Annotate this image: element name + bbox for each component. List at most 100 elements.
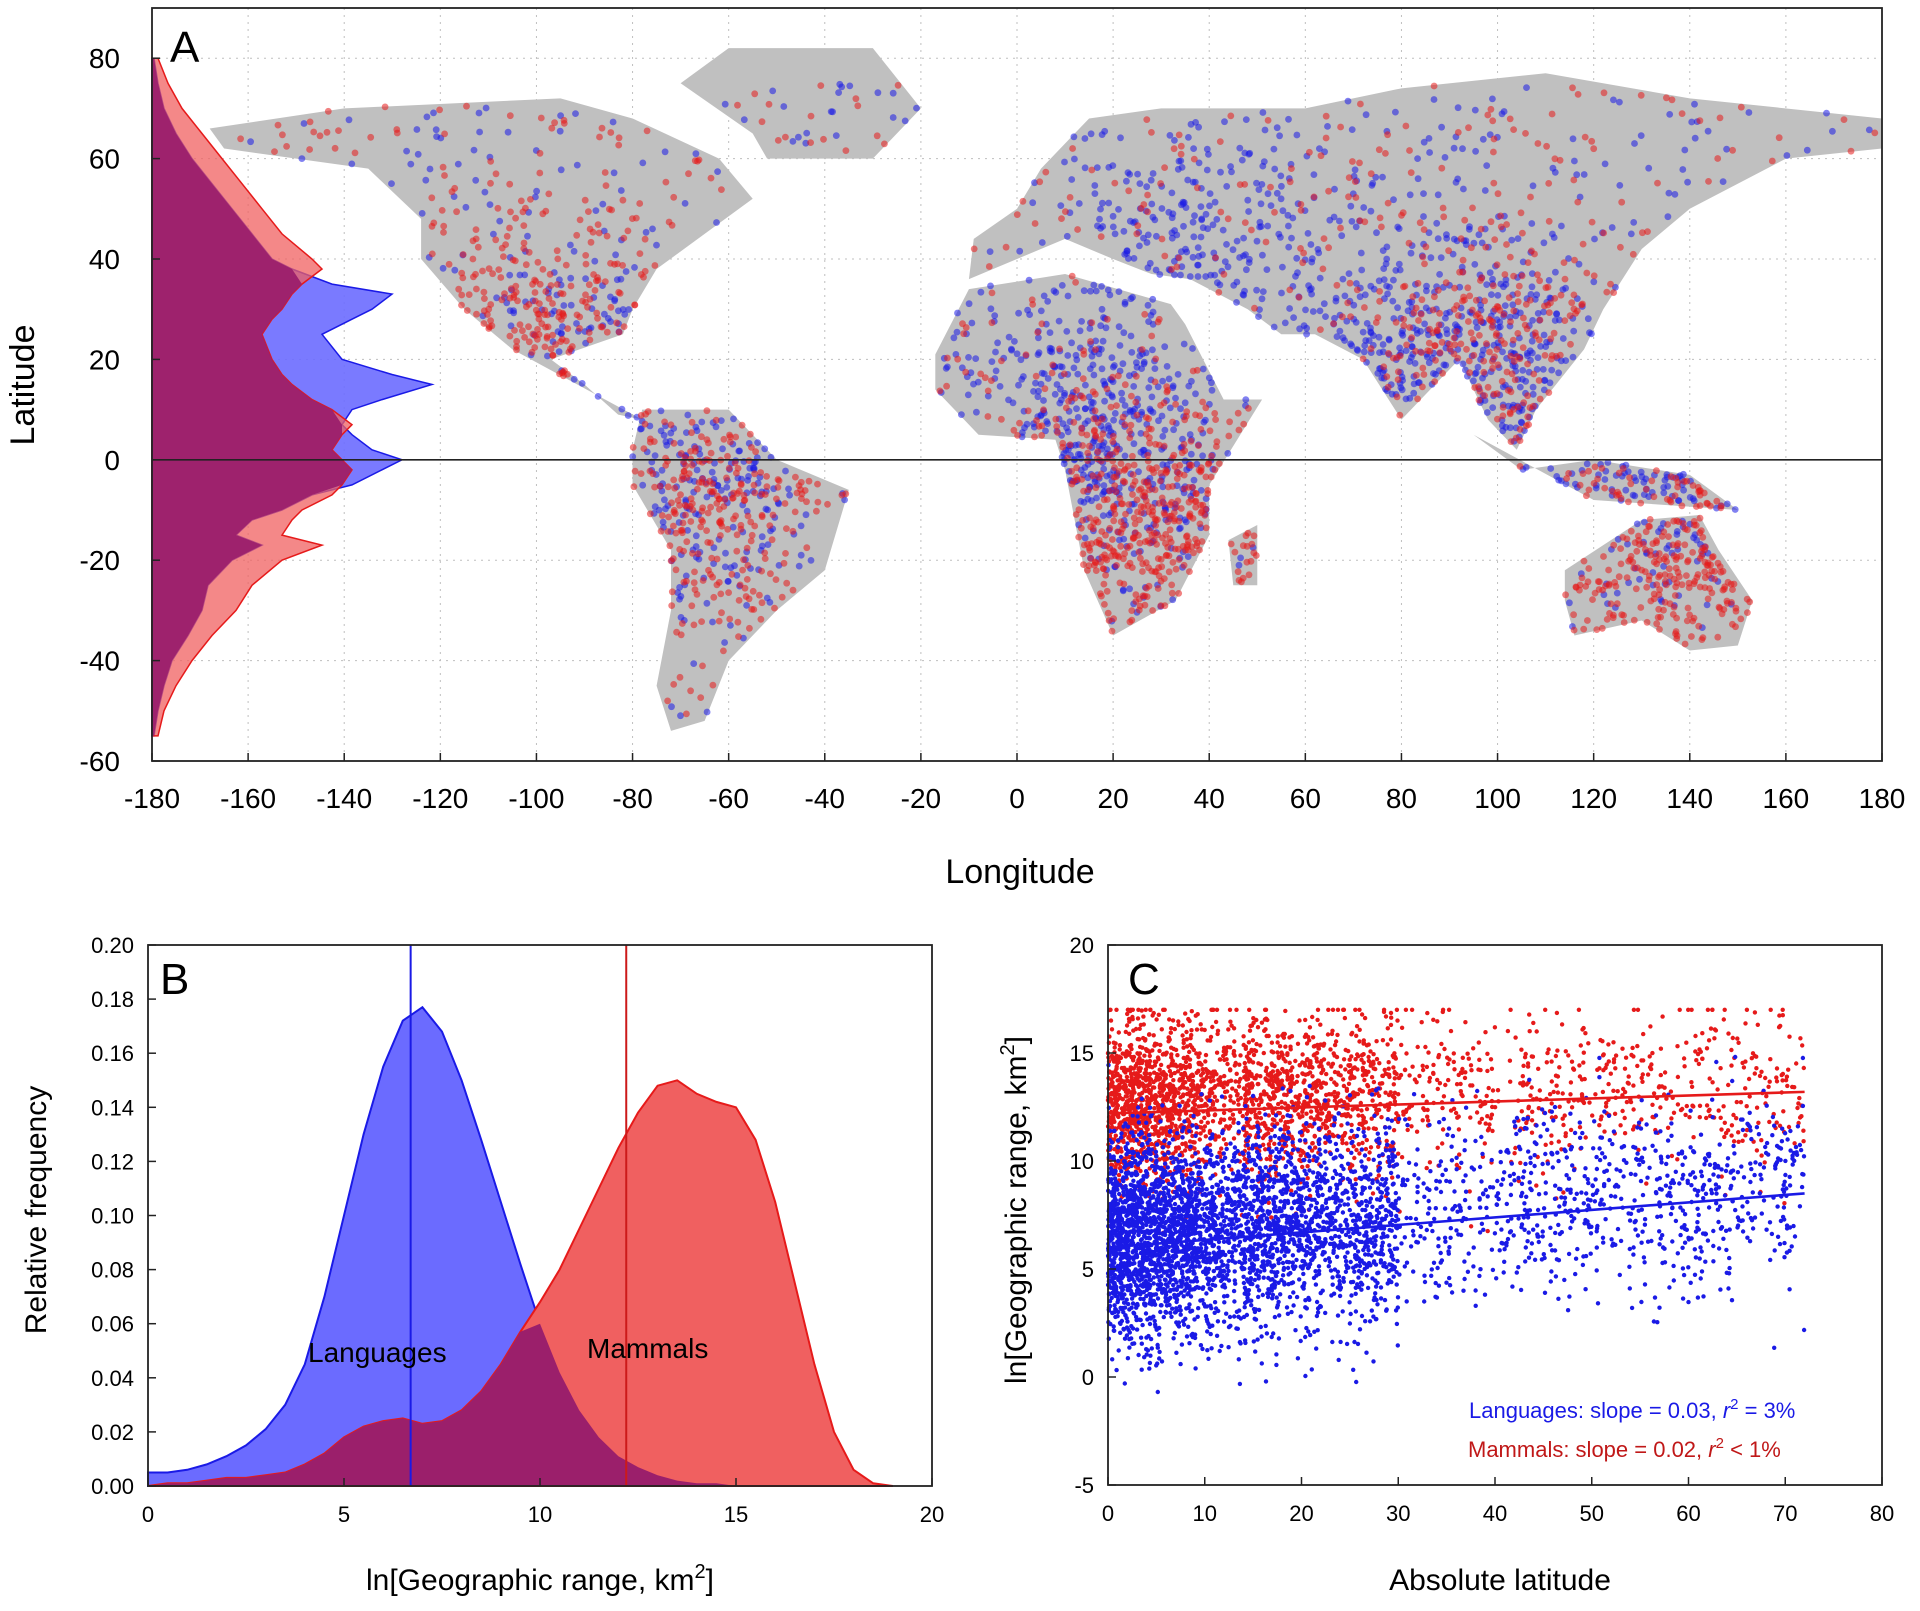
a-point-mammals	[1392, 319, 1400, 326]
a-point-mammals	[1375, 146, 1383, 154]
a-point-mammals	[1174, 497, 1182, 505]
a-point-languages	[1353, 346, 1361, 353]
a-point-mammals	[619, 196, 627, 204]
a-point-languages	[1038, 239, 1046, 246]
a-point-languages	[717, 417, 725, 424]
c-point-mammals	[1468, 1224, 1474, 1229]
a-point-mammals	[1711, 568, 1718, 575]
a-point-languages	[1392, 267, 1400, 274]
a-point-mammals	[1186, 568, 1193, 575]
a-point-languages	[1064, 352, 1072, 359]
c-point-mammals	[1203, 1134, 1209, 1139]
a-point-mammals	[1672, 564, 1680, 572]
a-point-mammals	[1073, 464, 1081, 472]
a-point-mammals	[1650, 558, 1658, 566]
a-point-mammals	[1465, 357, 1473, 365]
a-point-mammals	[1524, 392, 1531, 400]
a-point-mammals	[1359, 355, 1367, 363]
a-point-mammals	[1151, 486, 1159, 494]
a-point-mammals	[620, 323, 628, 330]
a-point-mammals	[1085, 486, 1092, 493]
a-point-mammals	[1181, 447, 1189, 455]
a-point-languages	[1190, 476, 1198, 484]
a-point-mammals	[1144, 191, 1151, 199]
a-point-languages	[1137, 430, 1145, 437]
c-point-mammals	[1318, 1022, 1323, 1027]
c-point-mammals	[1451, 1059, 1457, 1065]
c-point-mammals	[1326, 1007, 1331, 1012]
a-point-mammals	[687, 448, 694, 455]
a-point-languages	[1345, 270, 1353, 277]
a-point-mammals	[1635, 532, 1642, 540]
a-point-languages	[1436, 271, 1443, 278]
a-point-languages	[692, 150, 700, 158]
a-point-mammals	[593, 309, 601, 317]
c-point-mammals	[1704, 1115, 1709, 1121]
a-point-mammals	[1658, 533, 1666, 540]
a-point-mammals	[661, 418, 668, 426]
a-point-languages	[1056, 363, 1064, 370]
a-point-languages	[1086, 325, 1094, 332]
a-point-mammals	[1637, 91, 1645, 99]
a-point-languages	[944, 363, 951, 371]
a-point-languages	[708, 468, 716, 476]
a-point-mammals	[567, 282, 575, 290]
a-point-mammals	[749, 587, 757, 595]
a-point-languages	[1361, 291, 1369, 299]
a-point-languages	[1489, 275, 1496, 283]
a-point-mammals	[664, 697, 671, 705]
a-xtick-label: 60	[1290, 783, 1321, 814]
a-point-mammals	[1129, 491, 1136, 498]
c-point-mammals	[1675, 1044, 1680, 1049]
a-point-languages	[1333, 333, 1341, 340]
a-point-mammals	[678, 476, 686, 484]
a-point-mammals	[1145, 415, 1152, 423]
a-point-languages	[1499, 348, 1506, 356]
a-point-mammals	[751, 489, 759, 497]
a-point-mammals	[1010, 426, 1018, 434]
a-point-languages	[1168, 189, 1176, 197]
c-point-mammals	[1790, 1084, 1795, 1090]
c-point-mammals	[1705, 1007, 1711, 1012]
a-point-mammals	[1720, 585, 1728, 593]
a-point-mammals	[440, 222, 448, 230]
a-point-languages	[1061, 389, 1068, 397]
a-point-mammals	[1120, 555, 1127, 563]
a-point-mammals	[1704, 595, 1712, 603]
a-point-mammals	[1468, 244, 1475, 252]
a-point-mammals	[1322, 134, 1330, 142]
a-point-languages	[1104, 422, 1112, 429]
a-point-languages	[1612, 283, 1619, 291]
c-point-mammals	[1415, 1044, 1420, 1050]
a-point-mammals	[602, 182, 610, 190]
a-point-mammals	[1170, 451, 1178, 459]
a-point-mammals	[1220, 270, 1228, 278]
a-point-mammals	[664, 528, 672, 535]
a-point-mammals	[854, 102, 862, 110]
a-point-mammals	[1086, 546, 1094, 554]
a-point-mammals	[1195, 466, 1203, 474]
a-point-mammals	[1152, 522, 1160, 529]
a-point-languages	[1121, 402, 1129, 409]
c-point-mammals	[1219, 1146, 1224, 1151]
b-xtick-label: 0	[142, 1502, 154, 1527]
a-point-mammals	[473, 310, 480, 318]
a-xtick-label: 180	[1859, 783, 1906, 814]
c-point-mammals	[1269, 1040, 1275, 1045]
a-point-mammals	[607, 129, 615, 136]
c-point-mammals	[1147, 1053, 1153, 1059]
a-point-languages	[1206, 190, 1214, 198]
c-point-mammals	[1234, 1071, 1239, 1077]
a-point-mammals	[774, 484, 782, 491]
c-point-mammals	[1117, 1043, 1123, 1048]
c-point-mammals	[1251, 1102, 1256, 1107]
a-point-mammals	[1160, 509, 1168, 517]
a-point-languages	[345, 116, 353, 124]
c-point-mammals	[1390, 1175, 1395, 1180]
a-point-mammals	[680, 578, 688, 586]
a-point-languages	[1273, 189, 1281, 197]
a-point-languages	[1120, 227, 1128, 235]
a-point-mammals	[1637, 499, 1645, 507]
a-point-mammals	[1675, 573, 1683, 581]
a-point-mammals	[703, 407, 711, 415]
